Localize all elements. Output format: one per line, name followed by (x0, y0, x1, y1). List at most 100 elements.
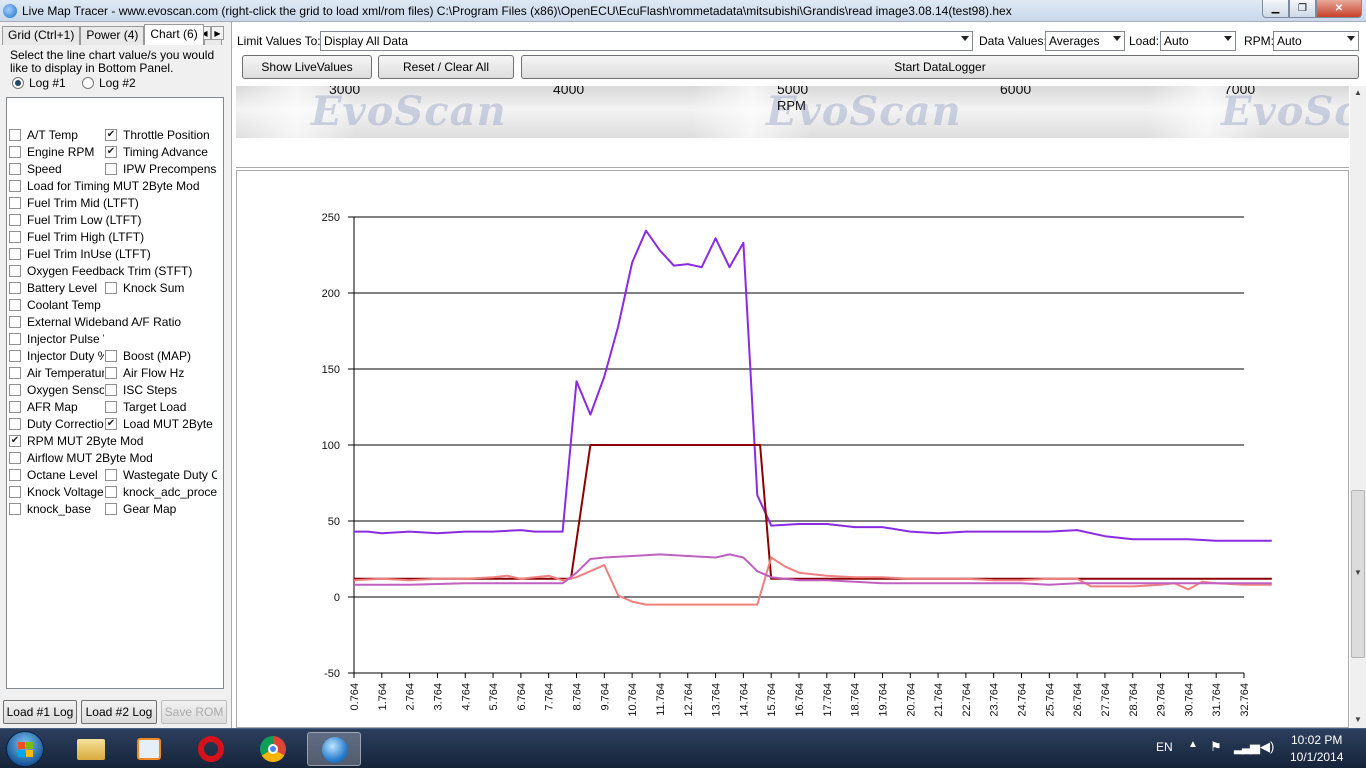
checkbox-item[interactable]: Fuel Trim Low (LTFT) (9, 213, 141, 227)
checkbox-item[interactable]: Oxygen Feedback Trim (STFT) (9, 264, 192, 278)
start-button[interactable] (6, 731, 44, 767)
checkbox-unchecked-icon[interactable] (9, 163, 21, 175)
checkbox-item[interactable]: Engine RPM (9, 145, 94, 159)
checkbox-item[interactable]: A/T Temp (9, 128, 78, 142)
checkbox-checked-icon[interactable]: ✔ (105, 129, 117, 141)
checkbox-unchecked-icon[interactable] (105, 503, 117, 515)
checkbox-unchecked-icon[interactable] (105, 367, 117, 379)
checkbox-item[interactable]: ✔ RPM MUT 2Byte Mod (9, 434, 143, 448)
checkbox-unchecked-icon[interactable] (105, 163, 117, 175)
checkbox-unchecked-icon[interactable] (9, 214, 21, 226)
show-hidden-icons-icon[interactable]: ▲ (1188, 739, 1198, 750)
checkbox-unchecked-icon[interactable] (105, 282, 117, 294)
start-datalogger-button[interactable]: Start DataLogger (521, 55, 1359, 79)
load-select[interactable]: Auto (1160, 31, 1236, 51)
checkbox-unchecked-icon[interactable] (105, 401, 117, 413)
clock-time[interactable]: 10:02 PM (1291, 733, 1343, 747)
checkbox-unchecked-icon[interactable] (9, 367, 21, 379)
checkbox-item[interactable]: Oxygen Sensor (9, 383, 104, 397)
rpm-select[interactable]: Auto (1273, 31, 1359, 51)
checkbox-item[interactable]: Load for Timing MUT 2Byte Mod (9, 179, 200, 193)
checkbox-item[interactable]: External Wideband A/F Ratio (9, 315, 181, 329)
scroll-down-icon[interactable]: ▼ (1354, 715, 1362, 724)
checkbox-unchecked-icon[interactable] (105, 350, 117, 362)
checkbox-unchecked-icon[interactable] (9, 384, 21, 396)
scroll-mid-down-icon[interactable]: ▼ (1354, 568, 1362, 577)
checkbox-item[interactable]: Gear Map (105, 502, 176, 516)
checkbox-item[interactable]: Duty Correction (9, 417, 104, 431)
checkbox-unchecked-icon[interactable] (9, 418, 21, 430)
checkbox-checked-icon[interactable]: ✔ (105, 146, 117, 158)
reset-clear-all-button[interactable]: Reset / Clear All (378, 55, 514, 79)
save-rom-button[interactable]: Save ROM (161, 700, 227, 724)
network-signal-icon[interactable]: ▂▃▅ (1234, 739, 1260, 754)
explorer-taskbar-button[interactable] (63, 732, 117, 766)
scroll-thumb[interactable] (1351, 490, 1365, 658)
checkbox-unchecked-icon[interactable] (9, 350, 21, 362)
checkbox-checked-icon[interactable]: ✔ (9, 435, 21, 447)
checkbox-item[interactable]: ISC Steps (105, 383, 177, 397)
volume-icon[interactable]: ◀) (1260, 739, 1275, 754)
checkbox-item[interactable]: Speed (9, 162, 62, 176)
tab-chart[interactable]: Chart (6) (144, 24, 204, 45)
checkbox-item[interactable]: Battery Level (9, 281, 97, 295)
checkbox-item[interactable]: Wastegate Duty Cycle (105, 468, 217, 482)
limit-values-select[interactable]: Display All Data (320, 31, 973, 51)
checkbox-unchecked-icon[interactable] (9, 129, 21, 141)
clock-date[interactable]: 10/1/2014 (1290, 750, 1344, 764)
chrome-taskbar-button[interactable] (246, 732, 300, 766)
checkbox-item[interactable]: Fuel Trim Mid (LTFT) (9, 196, 139, 210)
checkbox-unchecked-icon[interactable] (9, 282, 21, 294)
checkbox-item[interactable]: Airflow MUT 2Byte Mod (9, 451, 153, 465)
checkbox-item[interactable]: knock_adc_processed (105, 485, 217, 499)
checkbox-item[interactable]: Coolant Temp Scaled (9, 298, 104, 312)
opera-taskbar-button[interactable] (184, 732, 238, 766)
checkbox-item[interactable]: Fuel Trim High (LTFT) (9, 230, 144, 244)
load-log1-button[interactable]: Load #1 Log (3, 700, 77, 724)
checkbox-unchecked-icon[interactable] (9, 401, 21, 413)
checkbox-unchecked-icon[interactable] (9, 265, 21, 277)
load-log2-button[interactable]: Load #2 Log (81, 700, 157, 724)
action-center-flag-icon[interactable]: ⚑ (1210, 739, 1222, 754)
checkbox-unchecked-icon[interactable] (9, 180, 21, 192)
checkbox-unchecked-icon[interactable] (105, 384, 117, 396)
checkbox-item[interactable]: Knock Sum (105, 281, 184, 295)
scroll-up-icon[interactable]: ▲ (1354, 88, 1362, 97)
checkbox-item[interactable]: Injector Duty % (9, 349, 104, 363)
checkbox-item[interactable]: AFR Map (9, 400, 78, 414)
checkbox-unchecked-icon[interactable] (9, 316, 21, 328)
checkbox-item[interactable]: IPW Precompensated (105, 162, 217, 176)
checkbox-item[interactable]: knock_base (9, 502, 91, 516)
maximize-button[interactable]: ❐ (1289, 0, 1316, 18)
language-indicator[interactable]: EN (1156, 740, 1173, 754)
checkbox-unchecked-icon[interactable] (105, 486, 117, 498)
checkbox-item[interactable]: ✔ Timing Advance (105, 145, 208, 159)
checkbox-unchecked-icon[interactable] (9, 231, 21, 243)
checkbox-item[interactable]: ✔ Throttle Position (105, 128, 210, 142)
log1-radio[interactable]: Log #1 (12, 76, 66, 90)
line-chart-panel[interactable]: 250 200 150 100 50 0 -50 0.764 1.764 2.764 3.764 4.… (236, 170, 1349, 728)
checkbox-unchecked-icon[interactable] (9, 486, 21, 498)
checkbox-checked-icon[interactable]: ✔ (105, 418, 117, 430)
checkbox-unchecked-icon[interactable] (9, 299, 21, 311)
checkbox-unchecked-icon[interactable] (9, 469, 21, 481)
vertical-scrollbar[interactable]: ▲ ▼ ▼ (1350, 86, 1366, 728)
log2-radio[interactable]: Log #2 (82, 76, 136, 90)
checkbox-unchecked-icon[interactable] (9, 333, 21, 345)
media-player-taskbar-button[interactable] (122, 732, 176, 766)
show-live-values-button[interactable]: Show LiveValues (242, 55, 372, 79)
checkbox-item[interactable]: Fuel Trim InUse (LTFT) (9, 247, 151, 261)
map-grid-area[interactable] (236, 138, 1349, 168)
checkbox-unchecked-icon[interactable] (9, 197, 21, 209)
data-values-select[interactable]: Averages (1045, 31, 1125, 51)
minimize-button[interactable]: ▁ (1262, 0, 1289, 18)
checkbox-unchecked-icon[interactable] (9, 503, 21, 515)
checkbox-item[interactable]: Air Flow Hz (105, 366, 184, 380)
tab-grid[interactable]: Grid (Ctrl+1) (2, 26, 81, 45)
checkbox-unchecked-icon[interactable] (9, 248, 21, 260)
checkbox-unchecked-icon[interactable] (9, 146, 21, 158)
checkbox-item[interactable]: ✔ Load MUT 2Byte Mod (105, 417, 217, 431)
checkbox-unchecked-icon[interactable] (105, 469, 117, 481)
tab-scroll-right-icon[interactable]: ▶ (211, 26, 224, 40)
evoscan-taskbar-button[interactable] (307, 732, 361, 766)
